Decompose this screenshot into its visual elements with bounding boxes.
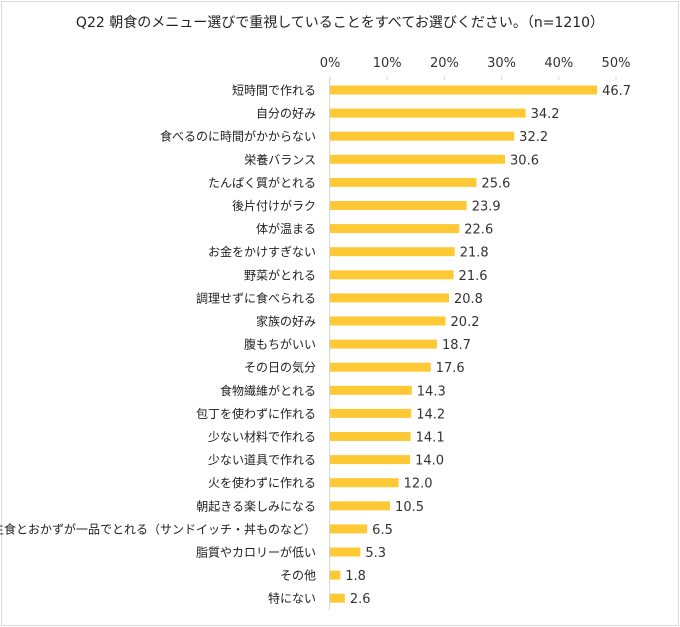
- bar: [330, 547, 361, 557]
- category-label: 体が温まる: [256, 221, 316, 236]
- category-label: 腹もちがいい: [244, 337, 316, 352]
- bar: [330, 385, 412, 395]
- category-label: 自分の好み: [256, 107, 316, 121]
- category-label: 特にない: [268, 591, 316, 606]
- data-label: 10.5: [395, 500, 424, 515]
- bar: [330, 201, 467, 210]
- category-label: 食べるのに時間がかからない: [160, 129, 316, 144]
- bar: [330, 85, 598, 95]
- category-label: 調理せずに食べられる: [196, 290, 316, 305]
- bar: [330, 316, 446, 326]
- category-label: その日の気分: [244, 360, 316, 375]
- category-label: 主食とおかずが一品でとれる（サンドイッチ・丼ものなど）: [0, 521, 316, 536]
- bar: [330, 570, 341, 580]
- category-label: 野菜がとれる: [244, 267, 316, 282]
- bar: [330, 455, 411, 465]
- bar: [330, 362, 431, 372]
- bar: [330, 131, 515, 141]
- x-tick-label: 10%: [373, 56, 402, 71]
- data-label: 14.3: [417, 384, 446, 399]
- category-label: 包丁を使わずに作れる: [196, 406, 316, 421]
- bar: [330, 432, 411, 441]
- bar: [330, 501, 391, 511]
- bar: [330, 270, 454, 280]
- data-label: 46.7: [602, 84, 631, 99]
- data-label: 2.6: [350, 592, 371, 607]
- data-label: 14.2: [416, 407, 445, 422]
- bar: [330, 247, 455, 257]
- bar: [330, 293, 449, 303]
- bar: [330, 108, 526, 118]
- data-label: 23.9: [472, 200, 501, 215]
- data-label: 34.2: [531, 107, 560, 122]
- bar: [330, 177, 477, 187]
- data-label: 17.6: [436, 361, 465, 376]
- data-label: 20.8: [454, 292, 483, 307]
- x-tick-label: 20%: [430, 56, 459, 71]
- x-tick-label: 30%: [487, 56, 516, 71]
- data-label: 20.2: [451, 315, 480, 330]
- data-label: 18.7: [442, 338, 471, 353]
- data-label: 14.1: [416, 431, 445, 446]
- x-tick-label: 40%: [544, 56, 573, 71]
- bar: [330, 339, 437, 349]
- data-label: 30.6: [510, 153, 539, 168]
- data-label: 25.6: [481, 176, 510, 191]
- x-tick-label: 50%: [602, 56, 631, 71]
- data-label: 14.0: [415, 454, 444, 469]
- data-label: 21.6: [459, 269, 488, 284]
- data-label: 12.0: [404, 477, 433, 492]
- data-label: 6.5: [372, 523, 393, 538]
- data-label: 1.8: [345, 569, 366, 584]
- bar: [330, 154, 506, 164]
- category-label: 少ない材料で作れる: [208, 430, 316, 444]
- x-tick-label: 0%: [320, 56, 341, 71]
- category-label: 短時間で作れる: [232, 84, 316, 98]
- category-label: その他: [280, 569, 316, 583]
- category-label: 火を使わずに作れる: [208, 475, 316, 490]
- bar: [330, 408, 412, 418]
- category-label: 後片付けがラク: [232, 198, 316, 213]
- bar: [330, 524, 368, 534]
- data-label: 22.6: [464, 223, 493, 238]
- category-label: お金をかけすぎない: [208, 244, 316, 259]
- bar: [330, 478, 399, 488]
- category-label: 食物繊維がとれる: [220, 383, 316, 398]
- chart-title: Q22 朝食のメニュー選びで重視していることをすべてお選びください。（n=121…: [75, 15, 605, 31]
- data-label: 5.3: [365, 546, 386, 561]
- category-label: 脂質やカロリーが低い: [196, 545, 316, 560]
- category-label: 栄養バランス: [244, 152, 316, 167]
- data-label: 21.8: [460, 246, 489, 261]
- category-label: たんぱく質がとれる: [208, 175, 316, 190]
- category-label: 少ない道具で作れる: [208, 453, 316, 467]
- category-label: 家族の好み: [256, 314, 316, 329]
- bar: [330, 224, 460, 234]
- data-label: 32.2: [519, 130, 548, 145]
- bar: [330, 593, 345, 603]
- category-label: 朝起きる楽しみになる: [196, 499, 316, 513]
